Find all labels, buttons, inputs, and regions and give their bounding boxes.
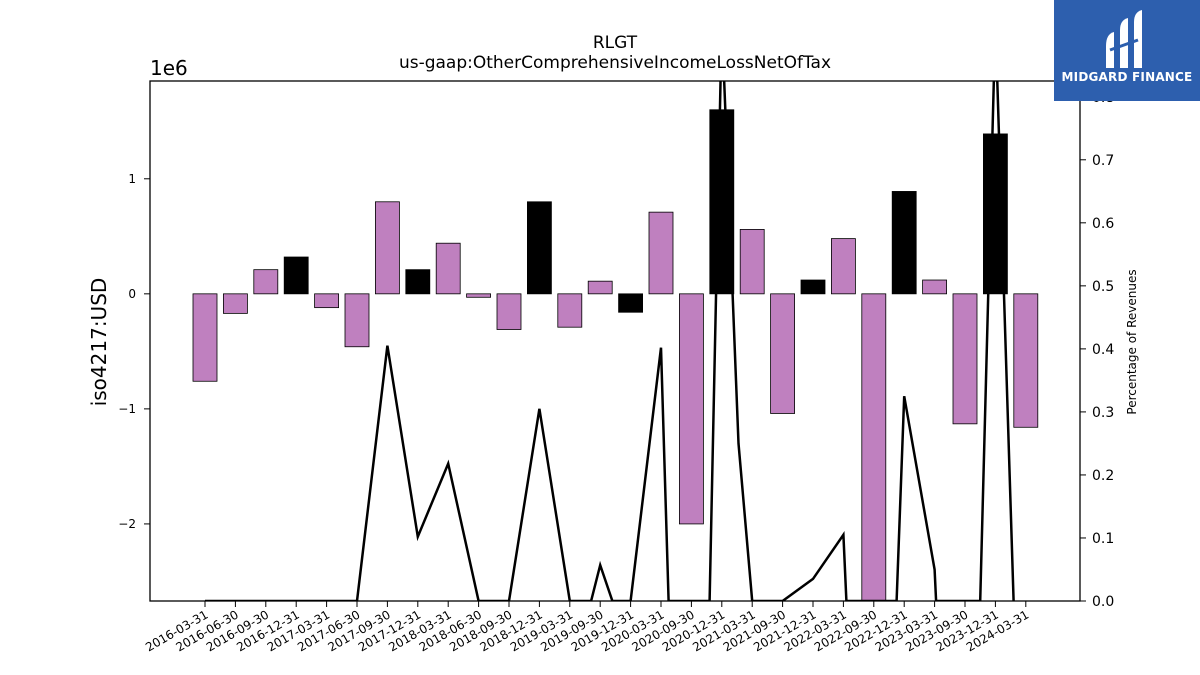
midgard-finance-logo: MIDGARD FINANCE <box>1054 0 1200 101</box>
bar-2023-09-30 <box>952 293 978 425</box>
bar-2021-12-31 <box>800 279 826 295</box>
bar-2018-06-30 <box>466 293 492 298</box>
logo-mark-icon <box>1106 10 1142 68</box>
bar-2016-12-31 <box>283 256 309 295</box>
y2-axis-label: Percentage of Revenues <box>1125 269 1139 414</box>
bar-2017-06-30 <box>344 293 370 348</box>
bar-2023-03-31 <box>922 279 947 295</box>
logo-wordmark: MIDGARD FINANCE <box>1061 70 1193 84</box>
x-ticks: 2016-03-312016-06-302016-09-302016-12-31… <box>143 601 1031 654</box>
bar-2018-03-31 <box>435 242 461 295</box>
y-multiplier: 1e6 <box>150 56 188 80</box>
bar-2019-12-31 <box>618 293 643 313</box>
y-tick-label: 0 <box>128 287 136 301</box>
bar-2021-09-30 <box>770 293 795 414</box>
y2-tick-label: 0.6 <box>1092 216 1114 232</box>
bar-2020-03-31 <box>648 211 674 295</box>
y2-ticks: 0.00.10.20.30.40.50.60.70.8 <box>1080 90 1114 610</box>
y2-tick-label: 0.1 <box>1092 531 1114 547</box>
plot-frame <box>149 80 1081 602</box>
bar-2016-06-30 <box>222 293 248 314</box>
bar-2024-03-31 <box>1013 293 1039 428</box>
bar-2017-09-30 <box>374 201 400 295</box>
bar-2020-09-30 <box>679 293 704 525</box>
bar-2021-03-31 <box>739 229 765 295</box>
y2-tick-label: 0.0 <box>1092 594 1114 610</box>
bar-2019-09-30 <box>587 280 613 295</box>
bar-2017-03-31 <box>314 293 340 309</box>
percentage-line <box>205 81 1015 601</box>
chart-title: RLGT <box>593 33 638 53</box>
y-tick-label: 1 <box>128 172 136 186</box>
y2-tick-label: 0.3 <box>1092 405 1114 421</box>
bar-2022-03-31 <box>831 238 856 295</box>
y-ticks: −2 −1 0 1 <box>118 172 150 531</box>
bar-2016-09-30 <box>253 269 279 295</box>
chart-subtitle: us-gaap:OtherComprehensiveIncomeLossNetO… <box>399 53 831 73</box>
y2-tick-label: 0.4 <box>1092 342 1114 358</box>
bar-2020-12-31 <box>709 109 735 295</box>
y-tick-label: −1 <box>118 402 136 416</box>
bar-2018-12-31 <box>527 201 552 295</box>
bar-2017-12-31 <box>405 269 431 295</box>
bar-2019-03-31 <box>557 293 583 328</box>
y-tick-label: −2 <box>118 517 136 531</box>
y2-tick-label: 0.2 <box>1092 468 1114 484</box>
y-axis-label: iso4217:USD <box>87 278 111 407</box>
y2-tick-label: 0.7 <box>1092 153 1114 169</box>
bar-2022-12-31 <box>891 191 917 295</box>
bar-2022-09-30 <box>861 293 887 601</box>
bar-2018-09-30 <box>496 293 522 330</box>
y2-tick-label: 0.5 <box>1092 279 1114 295</box>
bar-2016-03-31 <box>192 293 218 382</box>
bars <box>192 109 1039 601</box>
